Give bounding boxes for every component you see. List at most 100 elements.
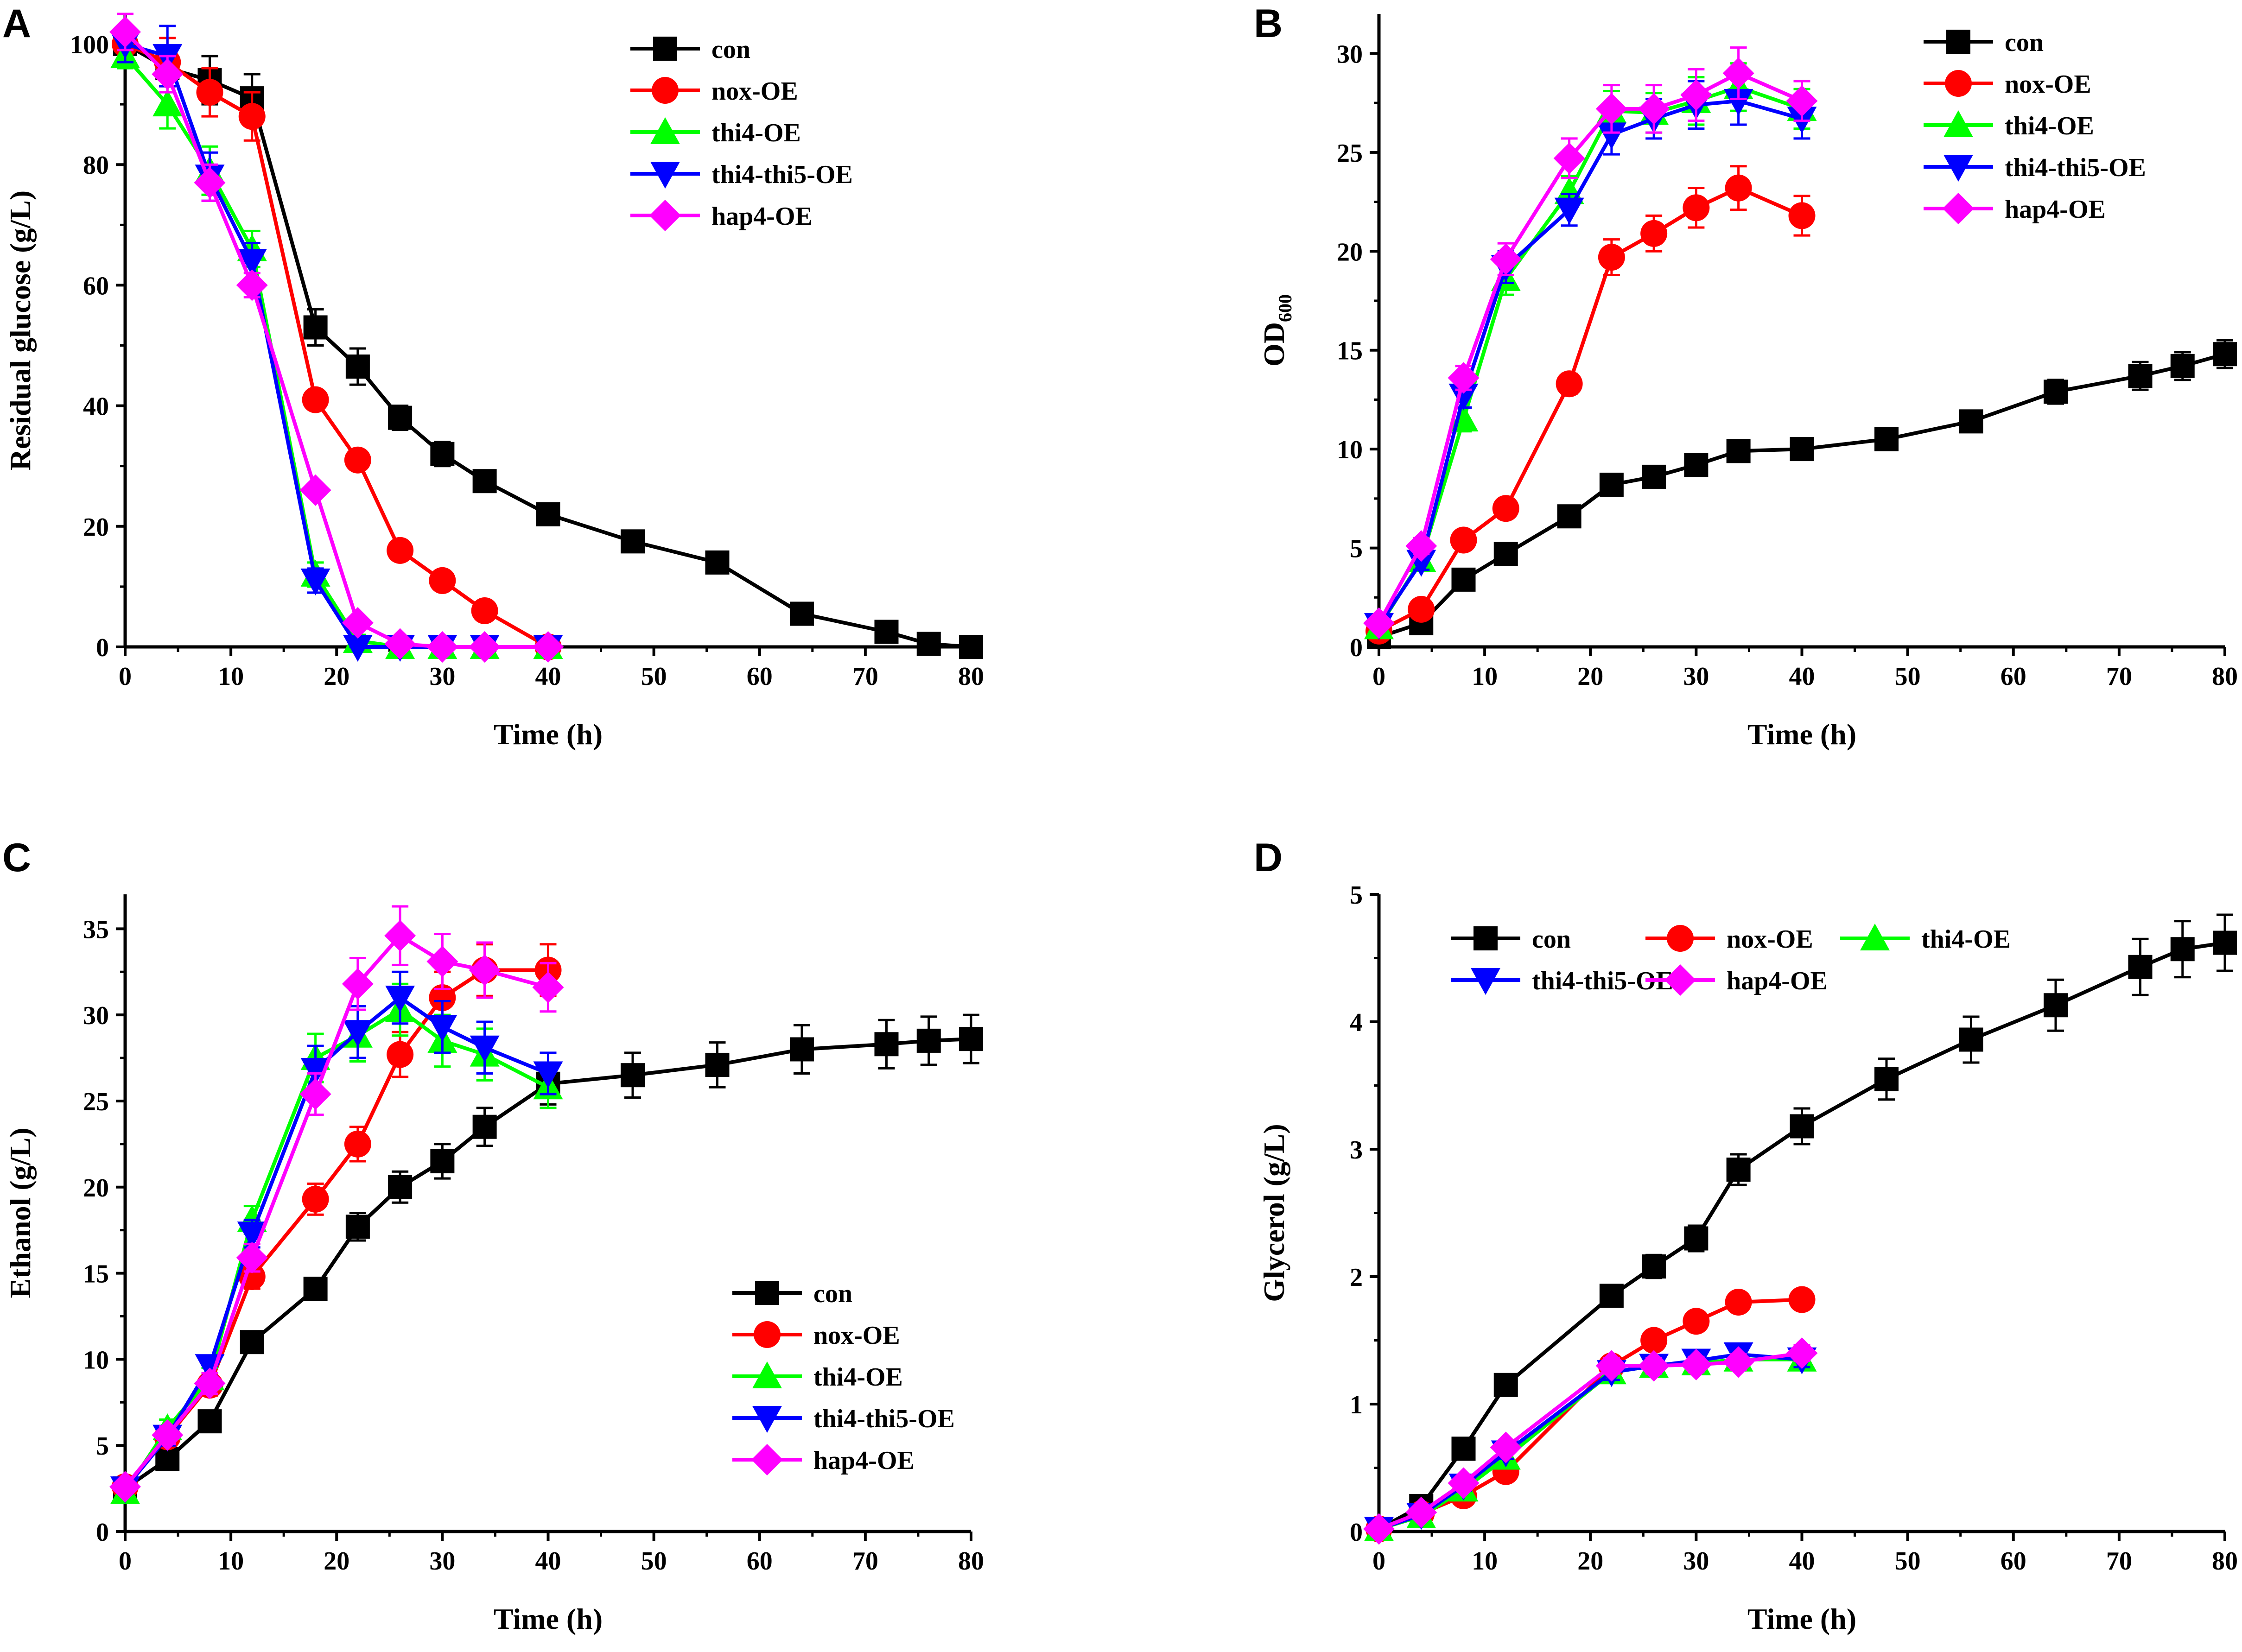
- x-tick-label: 50: [1895, 1547, 1921, 1576]
- data-point: [299, 474, 331, 506]
- x-axis-title: Time (h): [1747, 1602, 1856, 1635]
- series-line: [1378, 1298, 1802, 1531]
- legend-label: nox-OE: [2005, 70, 2091, 99]
- data-point: [532, 631, 564, 663]
- data-point: [1722, 57, 1754, 89]
- data-point: [471, 597, 498, 624]
- data-point: [1553, 142, 1585, 174]
- legend-marker: [754, 1321, 781, 1348]
- data-point: [237, 249, 267, 276]
- data-point: [2170, 937, 2195, 962]
- data-point: [705, 550, 730, 575]
- y-tick-label: 0: [1350, 1518, 1363, 1547]
- legend-entry-thi4-thi5-OE: thi4-thi5-OE: [1924, 153, 2146, 182]
- legend-marker: [1473, 926, 1498, 950]
- legend-marker: [755, 1281, 779, 1305]
- data-point: [470, 1035, 500, 1063]
- x-tick-label: 10: [218, 1547, 244, 1576]
- data-point: [1556, 370, 1583, 398]
- series-hap4-OE: [1363, 46, 1818, 639]
- data-point: [790, 601, 814, 626]
- data-point: [429, 984, 456, 1011]
- x-tick-label: 10: [218, 662, 244, 691]
- data-point: [1959, 1027, 1983, 1052]
- y-tick-label: 30: [83, 1001, 109, 1030]
- y-axis-title: Glycerol (g/L): [1258, 1124, 1290, 1302]
- data-point: [300, 1058, 330, 1085]
- y-tick-label: 40: [83, 392, 109, 421]
- x-tick-label: 50: [641, 1547, 667, 1576]
- x-tick-label: 80: [958, 662, 984, 691]
- y-tick-label: 2: [1350, 1263, 1363, 1292]
- legend-entry-nox-OE: nox-OE: [1645, 925, 1813, 954]
- data-point: [705, 1052, 730, 1077]
- y-tick-label: 15: [83, 1260, 109, 1289]
- data-point: [1726, 439, 1751, 463]
- legend: con nox-OE thi4-OE thi4-thi5-OE hap4-OE: [630, 35, 853, 231]
- series-line: [123, 1007, 549, 1493]
- legend-entry-nox-OE: nox-OE: [630, 77, 798, 106]
- y-tick-label: 4: [1350, 1008, 1363, 1037]
- y-axis-title-subscript: 600: [1275, 294, 1296, 322]
- data-point: [387, 1041, 414, 1068]
- data-point: [1786, 1337, 1818, 1369]
- data-point: [2213, 342, 2237, 367]
- legend-entry-nox-OE: nox-OE: [1924, 70, 2091, 99]
- legend: con nox-OE thi4-OE thi4-thi5-OE hap4-OE: [1451, 924, 2011, 996]
- legend-entry-hap4-OE: hap4-OE: [1645, 964, 1828, 996]
- y-tick-label: 35: [83, 915, 109, 944]
- data-point: [1448, 362, 1480, 394]
- legend-entry-thi4-OE: thi4-OE: [1840, 924, 2011, 954]
- x-tick-label: 0: [119, 662, 132, 691]
- legend-entry-hap4-OE: hap4-OE: [732, 1444, 915, 1475]
- data-point: [238, 103, 266, 130]
- data-point: [2044, 993, 2068, 1018]
- panel-a: A 0 10 20 30 40 50 60 70 80 0 20 40 60 80 100 Time (h) Re…: [2, 1, 984, 751]
- data-point: [1640, 220, 1668, 247]
- legend-label: con: [711, 35, 750, 64]
- x-tick-label: 20: [324, 662, 349, 691]
- data-point: [109, 16, 141, 48]
- legend-marker: [752, 1361, 782, 1388]
- data-point: [2128, 364, 2153, 388]
- x-tick-label: 50: [641, 662, 667, 691]
- legend-marker: [1860, 924, 1890, 950]
- x-tick-label: 10: [1472, 662, 1498, 691]
- x-tick-label: 70: [852, 662, 878, 691]
- data-point: [1684, 1226, 1708, 1251]
- data-point: [536, 502, 560, 526]
- data-point: [387, 537, 414, 564]
- data-point: [388, 1175, 413, 1199]
- y-axis-title: OD600: [1258, 294, 1296, 367]
- series-line: [1378, 352, 2226, 639]
- y-tick-label: 25: [83, 1088, 109, 1116]
- data-point: [621, 1063, 645, 1088]
- legend-marker: [652, 77, 679, 104]
- data-point: [152, 58, 184, 90]
- data-point: [1490, 243, 1522, 275]
- x-tick-label: 80: [2212, 662, 2238, 691]
- data-point: [469, 954, 501, 986]
- y-axis-title: Residual glucose (g/L): [4, 190, 37, 470]
- y-tick-label: 20: [83, 1174, 109, 1203]
- legend-label: hap4-OE: [711, 202, 813, 231]
- legend-label: thi4-thi5-OE: [2005, 153, 2146, 182]
- data-point: [1640, 1327, 1668, 1354]
- x-tick-label: 70: [2106, 662, 2132, 691]
- y-tick-label: 10: [83, 1346, 109, 1374]
- data-point: [916, 1028, 941, 1053]
- data-point: [345, 354, 370, 379]
- legend-entry-con: con: [1924, 28, 2044, 57]
- legend-label: con: [2005, 28, 2044, 57]
- data-point: [300, 568, 330, 595]
- legend-marker: [1667, 925, 1694, 952]
- data-point: [343, 1020, 373, 1047]
- data-point: [388, 405, 413, 430]
- series-nox-OE: [1366, 165, 1816, 645]
- data-point: [1598, 244, 1625, 271]
- data-point: [874, 620, 899, 644]
- legend-entry-thi4-OE: thi4-OE: [1924, 110, 2094, 140]
- legend-marker: [650, 162, 680, 189]
- data-point: [1683, 194, 1710, 222]
- data-point: [1874, 427, 1899, 451]
